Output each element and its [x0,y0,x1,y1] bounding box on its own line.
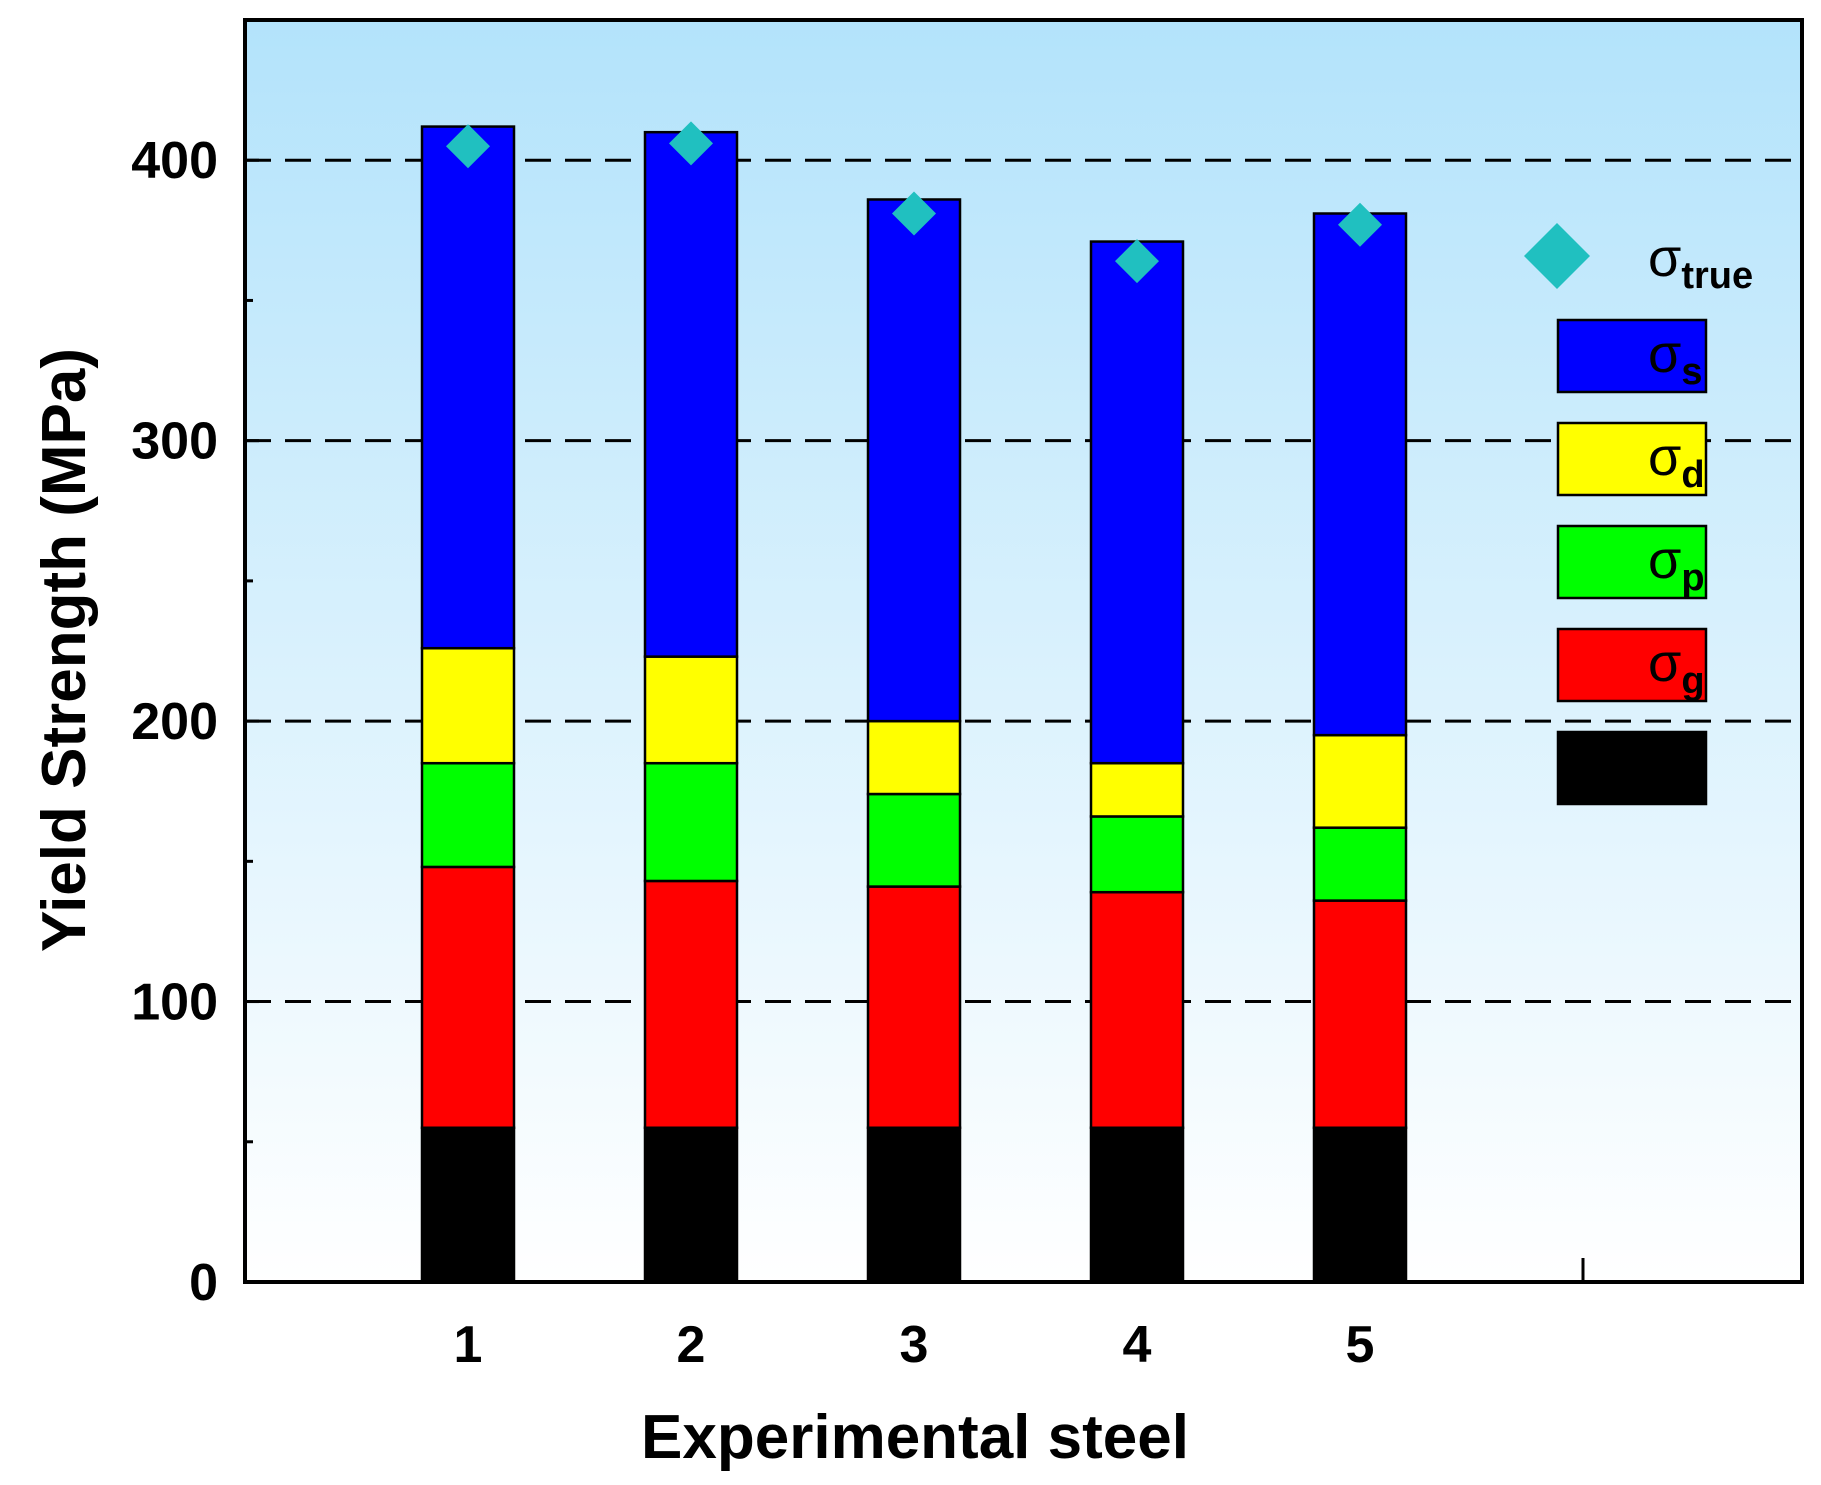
bar-3-0 [866,1126,962,1284]
bar-2-0 [643,1126,739,1284]
bar-4-0 [1089,1126,1185,1284]
plot-frame [243,18,1804,1284]
legend-swatch-g [1556,627,1708,703]
legend-swatch-p [1556,524,1708,600]
legend: σtrue σs σd σp σg σ0 [1524,223,1753,806]
bar-2-s [643,130,739,658]
legend-swatch-0 [1556,730,1708,806]
x-tick-label-2: 2 [677,1316,706,1374]
bar-5-g [1312,899,1408,1130]
bar-3-d [866,719,962,796]
bar-3-p [866,792,962,888]
legend-swatch-d [1556,421,1708,497]
marker-true-5 [1338,202,1382,247]
x-tick-label-5: 5 [1346,1316,1375,1374]
y-axis-title: Yield Strength (MPa) [30,348,99,952]
bar-1-0 [420,1126,516,1284]
bar-5-p [1312,826,1408,902]
marker-true-2 [669,121,713,166]
y-tick-label-100: 100 [131,974,218,1032]
marker-true-3 [892,191,936,236]
bar-3-s [866,198,962,723]
legend-label-s: σs [1648,324,1702,393]
ticks [245,18,1585,1284]
legend-label-true: σtrue [1648,228,1753,297]
bar-2-d [643,655,739,765]
legend-swatch-true [1524,223,1590,289]
y-tick-label-0: 0 [189,1254,218,1312]
bar-4-g [1089,890,1185,1130]
bar-1-d [420,646,516,765]
marker-true-1 [446,124,490,169]
y-tick-label-300: 300 [131,413,218,471]
x-tick-label-4: 4 [1123,1316,1152,1374]
bar-1-g [420,865,516,1130]
bar-2-g [643,879,739,1130]
legend-label-d: σd [1648,427,1705,496]
tick-labels: 0 100 200 300 400 1 2 3 4 5 [131,132,1374,1374]
bar-2-p [643,761,739,883]
bar-3-g [866,885,962,1130]
bar-1-s [420,125,516,650]
y-tick-label-200: 200 [131,693,218,751]
y-tick-label-400: 400 [131,132,218,190]
x-tick-label-1: 1 [454,1316,483,1374]
bar-5-0 [1312,1126,1408,1284]
bar-1-p [420,761,516,869]
x-axis-title: Experimental steel [641,1403,1189,1472]
legend-label-0: σ0 [1648,736,1702,805]
bar-5-s [1312,212,1408,737]
bar-4-s [1089,240,1185,765]
bars [420,125,1408,1284]
markers [446,121,1382,284]
bar-5-d [1312,733,1408,829]
marker-true-4 [1115,239,1159,284]
bar-4-p [1089,815,1185,894]
legend-label-p: σp [1648,530,1705,599]
x-tick-label-3: 3 [900,1316,929,1374]
legend-label-g: σg [1648,633,1705,702]
legend-swatch-s [1556,318,1708,394]
bar-4-d [1089,761,1185,818]
